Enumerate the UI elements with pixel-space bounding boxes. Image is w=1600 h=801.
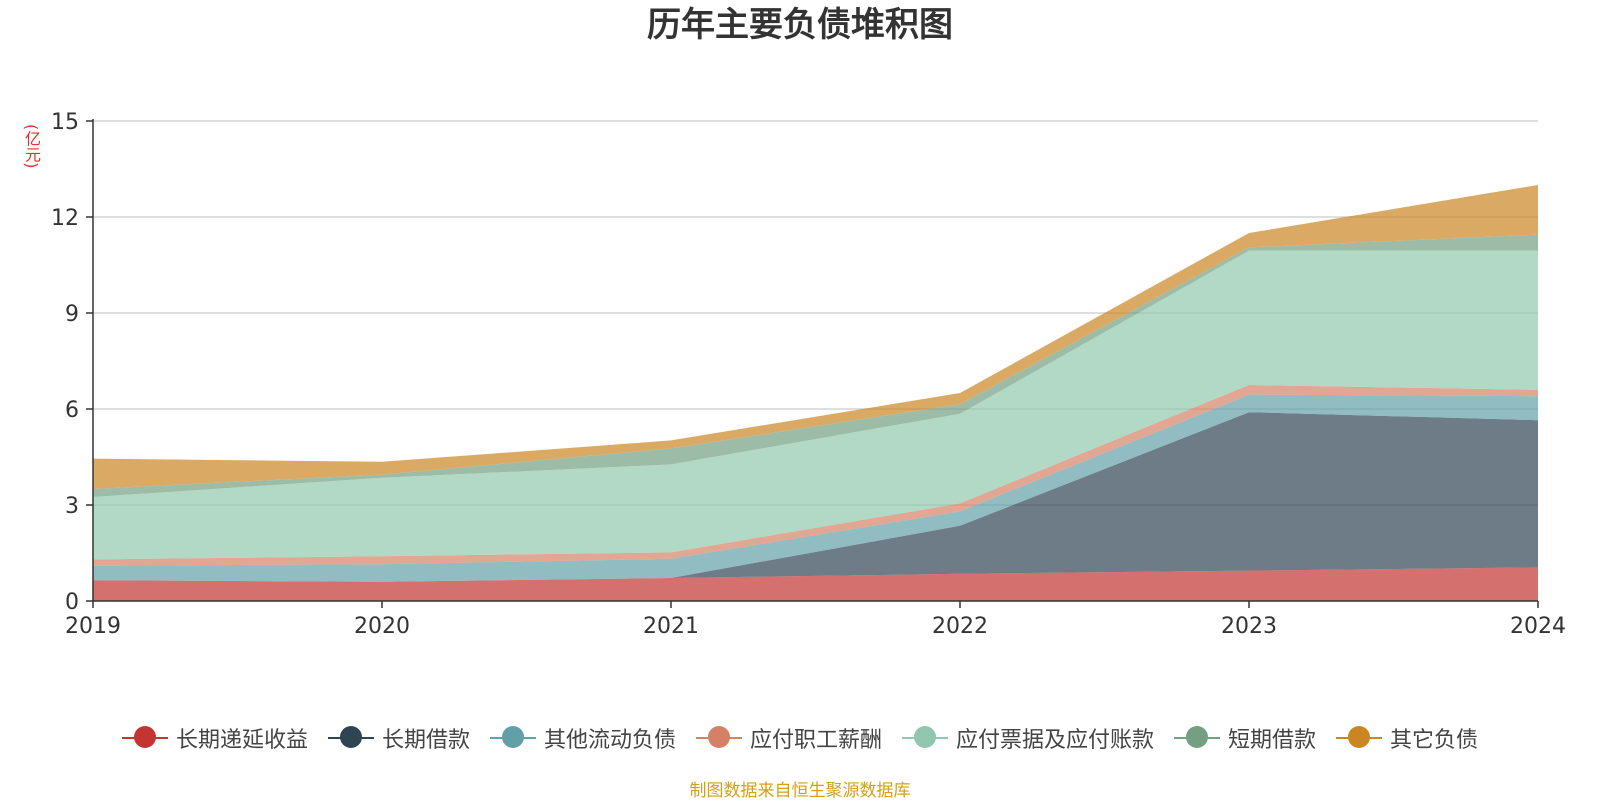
axis-ticks: 0 3 6 9 12 15 2019 2020 2021 2022 2023 2024 [51,110,1566,639]
area-series-5[interactable] [93,250,1538,560]
x-tick-label-2019: 2019 [65,614,121,639]
legend-label: 短期借款 [1228,728,1317,753]
legend-marker-icon [902,726,948,750]
legend-item-1[interactable]: 长期递延收益 [121,722,308,754]
legend-marker-icon [121,726,168,750]
y-tick-label-9: 9 [65,302,79,327]
y-tick-label-0: 0 [65,590,79,615]
legend-marker-icon [1336,726,1383,750]
area-series-2[interactable] [93,412,1538,582]
legend-marker-icon [1174,726,1221,750]
area-series-group [93,185,1538,601]
legend-marker-icon [489,726,536,750]
data-source-note: 制图数据来自恒生聚源数据库 [689,781,911,801]
legend-item-6[interactable]: 短期借款 [1174,722,1316,754]
legend-label: 长期递延收益 [175,728,308,753]
area-series-4[interactable] [93,385,1538,566]
area-series-3[interactable] [93,394,1538,582]
stacked-area-chart: 0 3 6 9 12 15 2019 2020 2021 2022 2023 2024 [51,110,1566,639]
legend-marker-icon [327,726,374,750]
legend-item-2[interactable]: 长期借款 [327,722,470,754]
legend-item-7[interactable]: 其它负债 [1336,722,1478,754]
legend-label: 其他流动负债 [543,728,676,753]
area-series-1[interactable] [93,567,1538,601]
x-tick-label-2022: 2022 [932,614,988,639]
legend-label: 长期借款 [381,728,470,753]
legend-item-3[interactable]: 其他流动负债 [489,722,676,754]
legend-item-5[interactable]: 应付票据及应付账款 [902,722,1154,754]
x-tick-label-2024: 2024 [1510,614,1566,639]
y-tick-label-12: 12 [51,206,79,231]
chart-legend: 长期递延收益 长期借款 其他流动负债 应付职工薪酬 应付票据及应付账款 短期借款 其它负债 [0,718,1600,758]
legend-label: 应付票据及应付账款 [956,728,1155,753]
x-tick-label-2023: 2023 [1221,614,1277,639]
y-axis-unit-label: (亿元) [22,124,41,169]
legend-label: 其它负债 [1390,728,1479,753]
chart-title: 历年主要负债堆积图 [647,5,953,45]
legend-marker-icon [695,726,742,750]
axes [92,119,1538,602]
x-tick-label-2020: 2020 [354,614,410,639]
y-tick-label-3: 3 [65,494,79,519]
legend-label: 应付职工薪酬 [749,728,882,753]
y-tick-label-6: 6 [65,398,79,423]
legend-item-4[interactable]: 应付职工薪酬 [695,722,882,754]
area-series-7[interactable] [93,185,1538,489]
y-tick-label-15: 15 [51,110,79,135]
x-tick-label-2021: 2021 [643,614,699,639]
